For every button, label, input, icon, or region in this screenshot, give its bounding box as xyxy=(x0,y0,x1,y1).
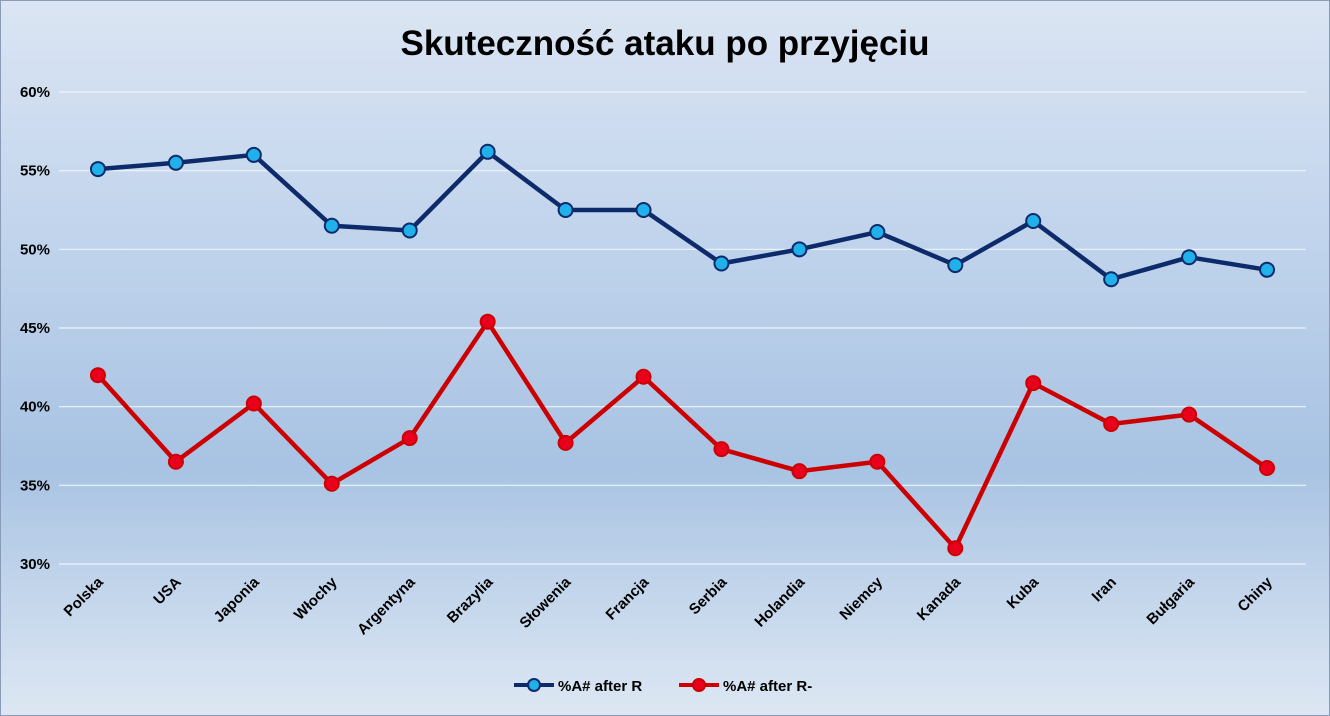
legend-marker-1 xyxy=(527,678,541,692)
chart-title: Skuteczność ataku po przyjęciu xyxy=(400,24,929,63)
y-tick-label: 30% xyxy=(20,556,50,573)
x-tick-label: Holandia xyxy=(751,573,808,630)
data-point xyxy=(401,430,418,447)
x-tick-label: Kanada xyxy=(914,573,965,624)
y-tick-label: 50% xyxy=(20,241,50,258)
data-point xyxy=(713,255,730,272)
legend-label-2: %A# after R- xyxy=(723,678,812,695)
x-tick-label: Chiny xyxy=(1234,573,1276,615)
data-point xyxy=(479,313,496,330)
data-point xyxy=(167,154,184,171)
series-2 xyxy=(89,313,1276,557)
y-tick-label: 35% xyxy=(20,477,50,494)
legend-marker-2 xyxy=(692,678,706,692)
x-tick-label: Polska xyxy=(61,573,108,620)
data-point xyxy=(1181,406,1198,423)
x-tick-label: Iran xyxy=(1089,574,1120,605)
data-point xyxy=(791,241,808,258)
y-tick-label: 40% xyxy=(20,399,50,416)
legend: %A# after R %A# after R- xyxy=(514,678,812,695)
data-point xyxy=(89,367,106,384)
data-point xyxy=(1025,375,1042,392)
data-point xyxy=(791,463,808,480)
x-tick-label: USA xyxy=(150,574,185,609)
data-point xyxy=(1025,213,1042,230)
x-tick-label: Słowenia xyxy=(516,573,574,631)
data-point xyxy=(1103,415,1120,432)
data-point xyxy=(635,202,652,218)
x-tick-label: Serbia xyxy=(686,573,731,618)
data-point xyxy=(245,146,262,163)
gridlines xyxy=(59,91,1306,565)
legend-item-1: %A# after R xyxy=(514,678,642,695)
legend-item-2: %A# after R- xyxy=(679,678,812,695)
data-point xyxy=(869,453,886,470)
x-tick-label: Bułgaria xyxy=(1143,573,1198,628)
data-point xyxy=(1103,271,1120,288)
data-point xyxy=(401,222,418,239)
y-axis-ticks: 30% 35% 40% 45% 50% 55% 60% xyxy=(20,84,50,573)
x-tick-label: Argentyna xyxy=(354,573,419,638)
data-point xyxy=(479,143,496,160)
data-point xyxy=(167,453,184,470)
x-tick-label: Kuba xyxy=(1004,573,1043,612)
data-point xyxy=(89,161,106,178)
series-line xyxy=(97,149,1268,282)
x-tick-label: Brazylia xyxy=(444,573,497,626)
data-point xyxy=(323,475,340,492)
x-tick-label: Włochy xyxy=(291,573,341,623)
data-point xyxy=(323,217,340,234)
series-line xyxy=(96,319,1269,551)
x-tick-label: Niemcy xyxy=(836,573,886,623)
data-point xyxy=(869,224,886,241)
data-point xyxy=(557,434,574,451)
data-point xyxy=(635,368,652,385)
data-point xyxy=(1181,249,1198,266)
data-point xyxy=(1259,460,1276,477)
y-tick-label: 60% xyxy=(20,84,50,101)
data-point xyxy=(557,202,574,218)
x-axis-ticks: Polska USA Japonia Włochy Argentyna Brazylia S… xyxy=(61,573,1277,638)
y-tick-label: 55% xyxy=(20,163,50,180)
data-point xyxy=(1259,261,1276,278)
data-point xyxy=(947,257,964,274)
data-point xyxy=(245,395,262,412)
x-tick-label: Francja xyxy=(603,573,653,623)
series-layer xyxy=(89,143,1276,557)
data-point xyxy=(713,441,730,458)
data-point xyxy=(947,540,964,557)
legend-label-1: %A# after R xyxy=(558,678,642,695)
series-1 xyxy=(89,143,1276,288)
y-tick-label: 45% xyxy=(20,320,50,337)
x-tick-label: Japonia xyxy=(211,573,264,626)
